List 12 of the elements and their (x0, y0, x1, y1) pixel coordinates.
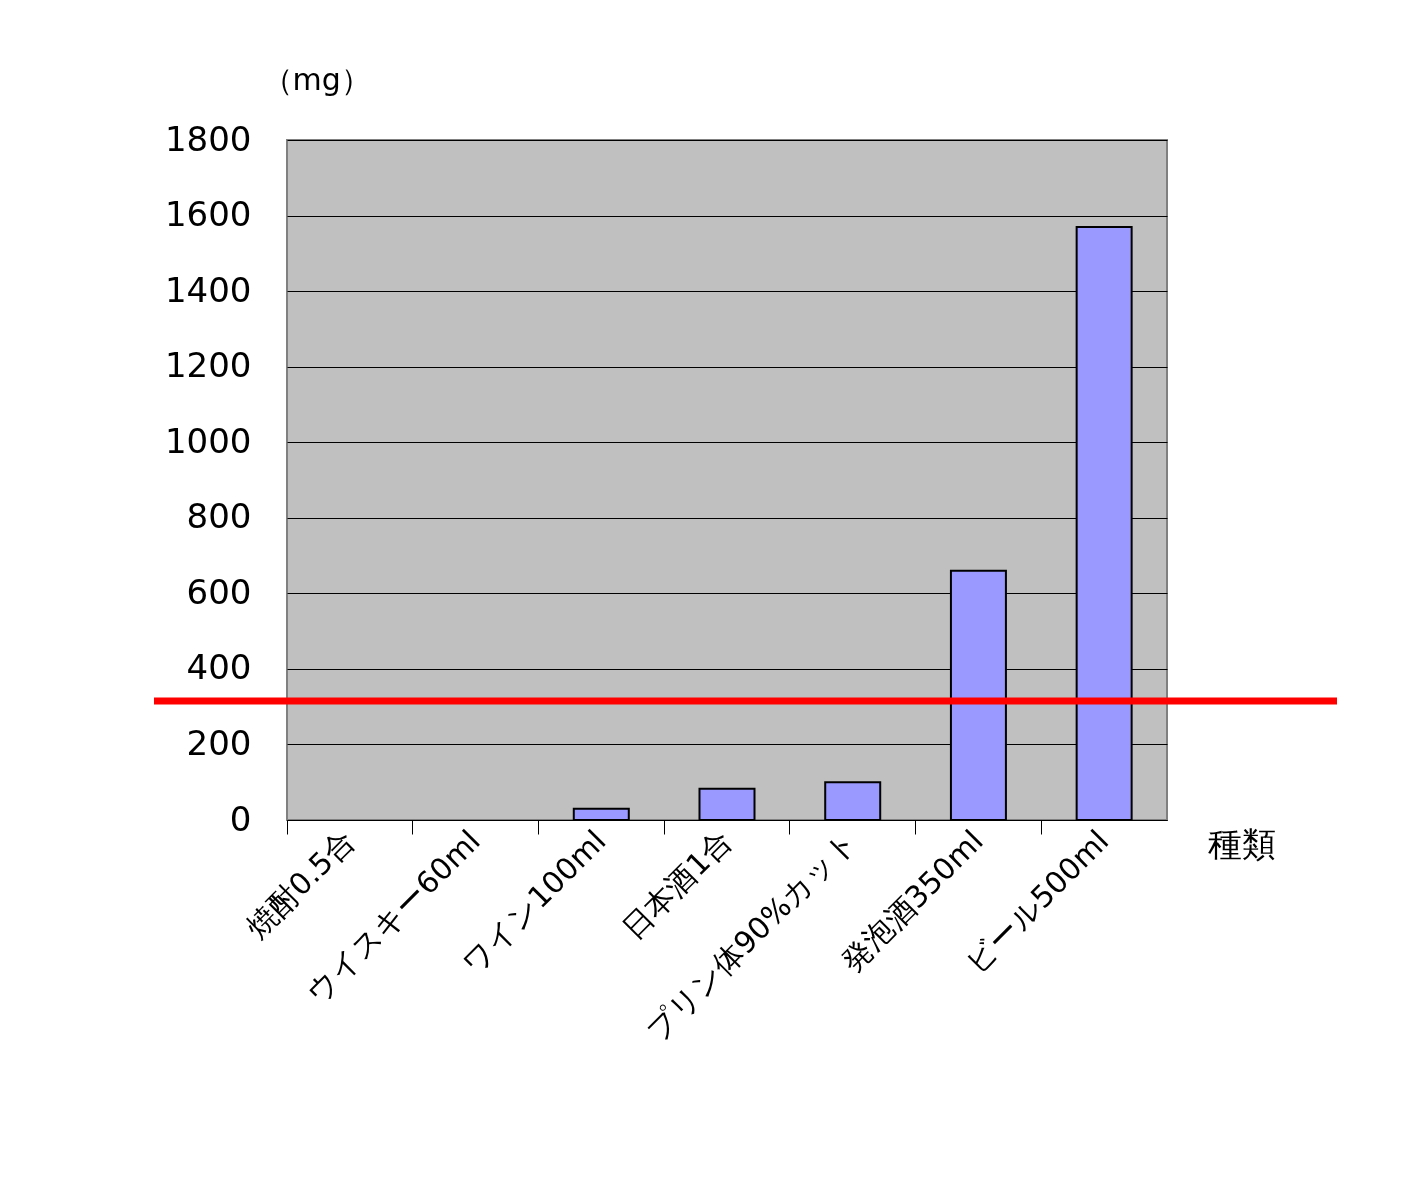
y-tick-label: 1600 (164, 194, 252, 235)
y-tick-label: 0 (229, 798, 252, 839)
y-tick-label: 800 (186, 496, 252, 537)
y-tick-label: 1800 (164, 118, 252, 159)
y-tick-label: 400 (186, 647, 252, 688)
y-axis-title: （mg） (262, 61, 371, 97)
y-tick-label: 1200 (164, 345, 252, 386)
y-tick-label: 200 (186, 722, 252, 763)
x-axis-title: 種類 (1207, 823, 1276, 864)
y-tick-label: 1000 (164, 420, 252, 461)
y-tick-label: 1400 (164, 269, 252, 310)
y-tick-label: 600 (186, 571, 252, 612)
